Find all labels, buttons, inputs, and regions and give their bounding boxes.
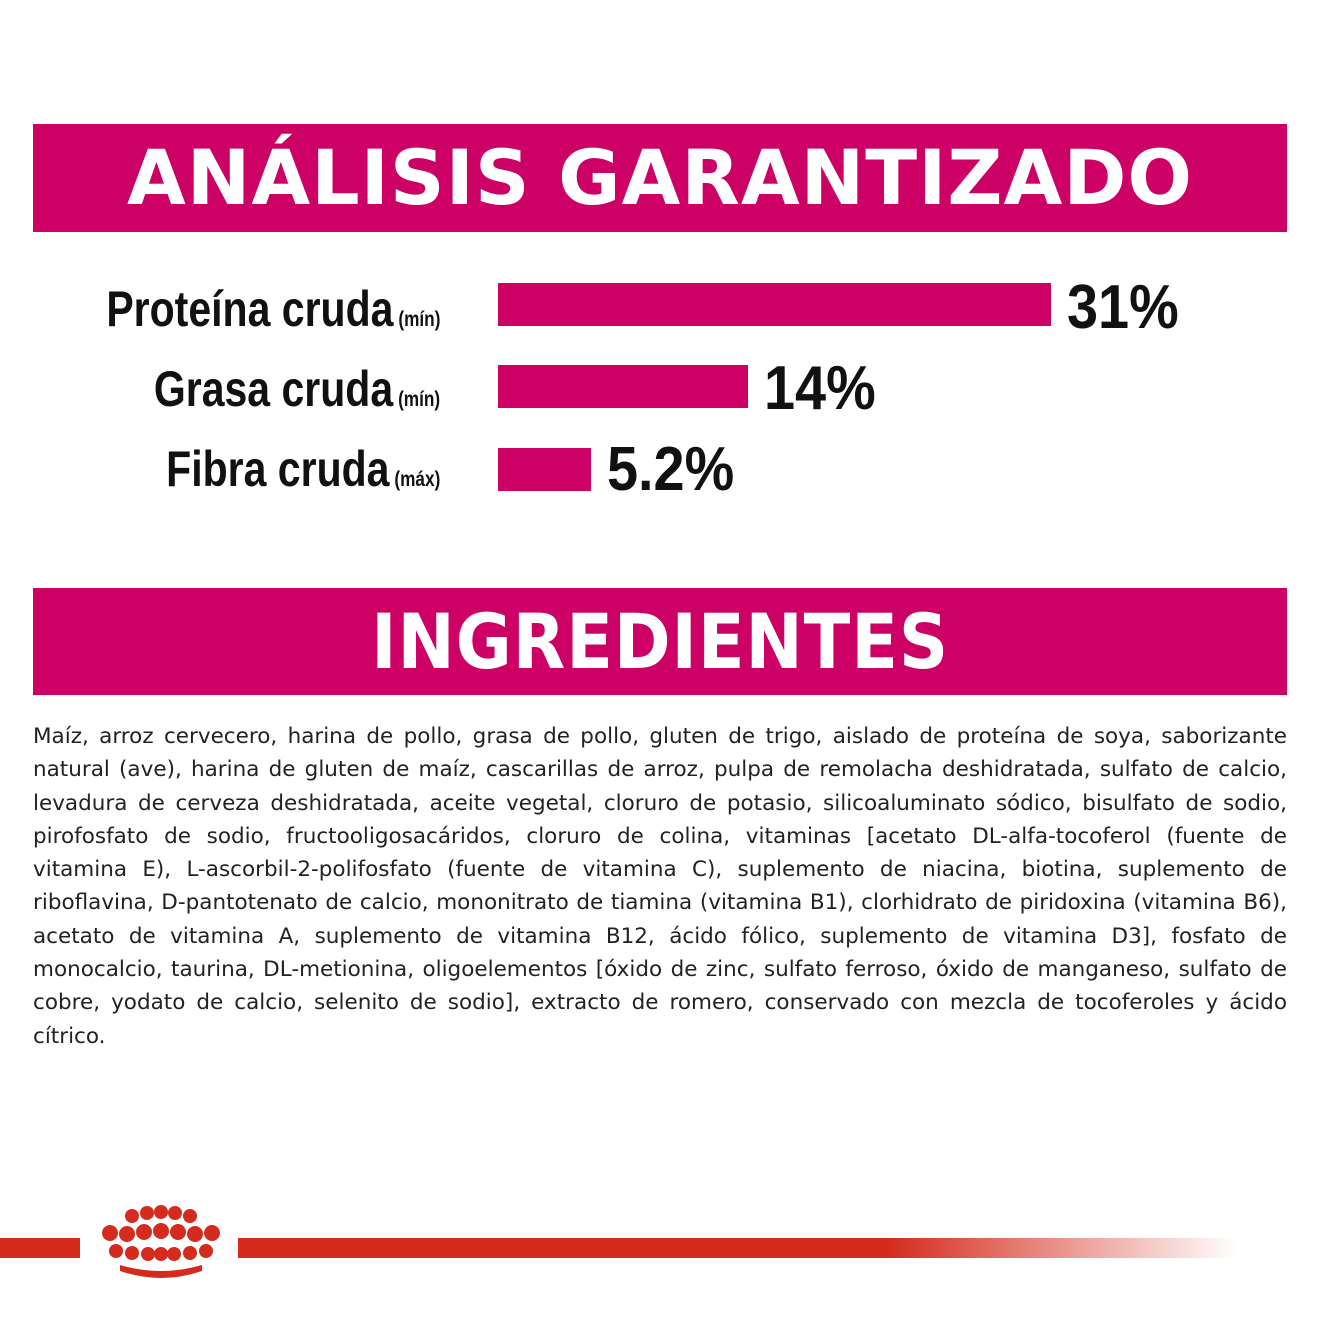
nutrient-bar-protein [498,283,1051,326]
nutrient-value-fiber: 5.2% [606,435,734,504]
nutrient-qualifier: (mín) [397,388,440,411]
nutrient-name: Grasa cruda [153,361,393,417]
nutrient-bar-fiber [498,448,591,491]
ingredients-list: Maíz, arroz cervecero, harina de pollo, … [33,724,1287,1049]
nutrient-label-protein: Proteína cruda (mín) [106,280,440,338]
analysis-title: ANÁLISIS GARANTIZADO [126,133,1194,222]
nutrient-qualifier: (máx) [394,468,440,491]
royal-canin-crown-icon [102,1205,220,1278]
nutrient-name: Fibra cruda [165,441,390,497]
ingredients-title: INGREDIENTES [371,596,949,686]
nutrient-label-fiber: Fibra cruda (máx) [166,440,440,498]
nutrient-value-fat: 14% [763,354,876,423]
analysis-banner: ANÁLISIS GARANTIZADO [33,124,1287,232]
nutrient-value-protein: 31% [1067,273,1179,342]
nutrient-qualifier: (mín) [397,308,440,331]
nutrient-name: Proteína cruda [105,281,393,337]
nutrient-label-fat: Grasa cruda (mín) [154,360,440,418]
ingredients-banner: INGREDIENTES [33,588,1287,695]
footer-stripe-left [0,1238,80,1258]
nutrient-bar-fat [498,365,748,408]
footer-stripe-right [238,1238,1238,1258]
